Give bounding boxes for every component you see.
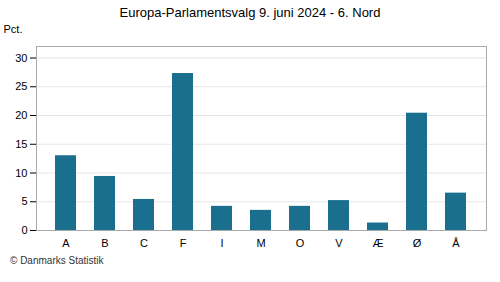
svg-text:Ø: Ø bbox=[413, 237, 422, 249]
html-text:© Danmarks Statistik: © Danmarks Statistik bbox=[10, 255, 104, 266]
svg-text:V: V bbox=[335, 237, 343, 249]
html-text:Europa-Parlamentsvalg 9. juni: Europa-Parlamentsvalg 9. juni 2024 - 6. … bbox=[119, 5, 381, 20]
svg-text:O: O bbox=[296, 237, 305, 249]
svg-text:Å: Å bbox=[452, 237, 460, 249]
svg-text:15: 15 bbox=[15, 138, 27, 150]
svg-text:Æ: Æ bbox=[373, 237, 384, 249]
svg-text:30: 30 bbox=[15, 52, 27, 64]
svg-text:0: 0 bbox=[21, 224, 27, 236]
svg-text:20: 20 bbox=[15, 109, 27, 121]
svg-text:F: F bbox=[180, 237, 187, 249]
svg-text:10: 10 bbox=[15, 167, 27, 179]
svg-text:C: C bbox=[140, 237, 148, 249]
svg-text:25: 25 bbox=[15, 80, 27, 92]
svg-text:M: M bbox=[256, 237, 265, 249]
svg-text:A: A bbox=[62, 237, 70, 249]
svg-text:Pct.: Pct. bbox=[4, 23, 23, 35]
svg-text:5: 5 bbox=[21, 195, 27, 207]
svg-text:B: B bbox=[101, 237, 108, 249]
svg-text:I: I bbox=[220, 237, 223, 249]
